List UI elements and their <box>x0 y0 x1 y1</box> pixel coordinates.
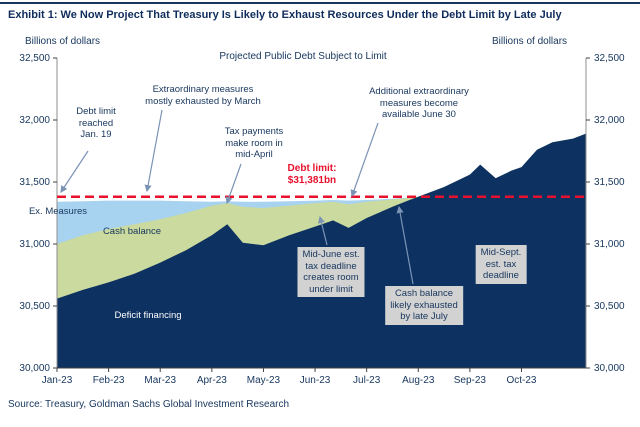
y-tick-label-left: 30,000 <box>19 362 50 374</box>
y-tick-label-right: 31,000 <box>594 238 625 250</box>
annotation-arrow-mid-june-tax-deadline <box>317 215 328 246</box>
y-tick-label-right: 31,500 <box>594 176 625 188</box>
x-tick-label-apr-23: Apr-23 <box>196 375 227 386</box>
annotation-debt-limit-reached: Debt limit reached Jan. 19 <box>76 106 116 140</box>
annotation-tax-payments-mid-april: Tax payments make room in mid-April <box>224 126 284 160</box>
cash-balance-label: Cash balance <box>102 226 162 237</box>
y-tick-label-right: 32,500 <box>594 52 625 64</box>
x-tick-label-jul-23: Jul-23 <box>353 375 381 386</box>
exhibit-title: Exhibit 1: We Now Project That Treasury … <box>8 9 562 21</box>
axis-units-right: Billions of dollars <box>492 36 568 47</box>
x-tick-label-feb-23: Feb-23 <box>92 375 125 386</box>
debt-limit-label-line1: Debt limit: <box>287 163 337 174</box>
x-tick-label-mar-23: Mar-23 <box>144 375 177 386</box>
annotation-arrow-cash-balance-exhausted <box>396 205 414 285</box>
x-tick-label-may-23: May-23 <box>246 375 281 386</box>
x-tick-label-oct-23: Oct-23 <box>506 375 537 386</box>
annotation-arrow-tax-payments-mid-april <box>225 163 242 205</box>
source-line: Source: Treasury, Goldman Sachs Global I… <box>8 399 290 410</box>
annotation-arrow-extraordinary-measures-exhausted <box>144 109 163 193</box>
y-tick-label-right: 30,500 <box>594 300 625 312</box>
annotation-extraordinary-measures-exhausted: Extraordinary measures mostly exhausted … <box>145 84 261 107</box>
y-tick-label-right: 32,000 <box>594 114 625 126</box>
debt-limit-label-line2: $31,381bn <box>287 175 337 186</box>
x-tick-label-sep-23: Sep-23 <box>453 375 486 386</box>
y-tick-label-right: 30,000 <box>594 362 625 374</box>
annotation-additional-measures-june-30: Additional extraordinary measures become… <box>369 86 469 120</box>
y-tick-label-left: 32,500 <box>19 52 50 64</box>
annotation-arrow-debt-limit-reached <box>60 150 89 194</box>
x-tick-label-aug-23: Aug-23 <box>402 375 435 386</box>
y-tick-label-left: 30,500 <box>19 300 50 312</box>
ex-measures-label: Ex. Measures <box>28 206 88 217</box>
annotation-mid-sept-tax-deadline: Mid-Sept. est. tax deadline <box>475 245 527 284</box>
chart-subtitle: Projected Public Debt Subject to Limit <box>219 51 387 62</box>
top-rule <box>0 2 640 4</box>
axis-units-left: Billions of dollars <box>25 36 101 47</box>
x-tick-label-jun-23: Jun-23 <box>299 375 331 386</box>
annotation-arrow-additional-measures-june-30 <box>350 122 379 198</box>
x-tick-label-jan-23: Jan-23 <box>41 375 73 386</box>
deficit-financing-label: Deficit financing <box>114 310 182 321</box>
y-tick-label-left: 31,000 <box>19 238 50 250</box>
y-tick-label-left: 31,500 <box>19 176 50 188</box>
annotation-cash-balance-exhausted: Cash balance likely exhausted by late Ju… <box>385 286 463 325</box>
y-tick-label-left: 32,000 <box>19 114 50 126</box>
annotation-mid-june-tax-deadline: Mid-June est. tax deadline creates room … <box>297 247 365 297</box>
debt-limit-label: Debt limit: $31,381bn <box>288 163 337 187</box>
